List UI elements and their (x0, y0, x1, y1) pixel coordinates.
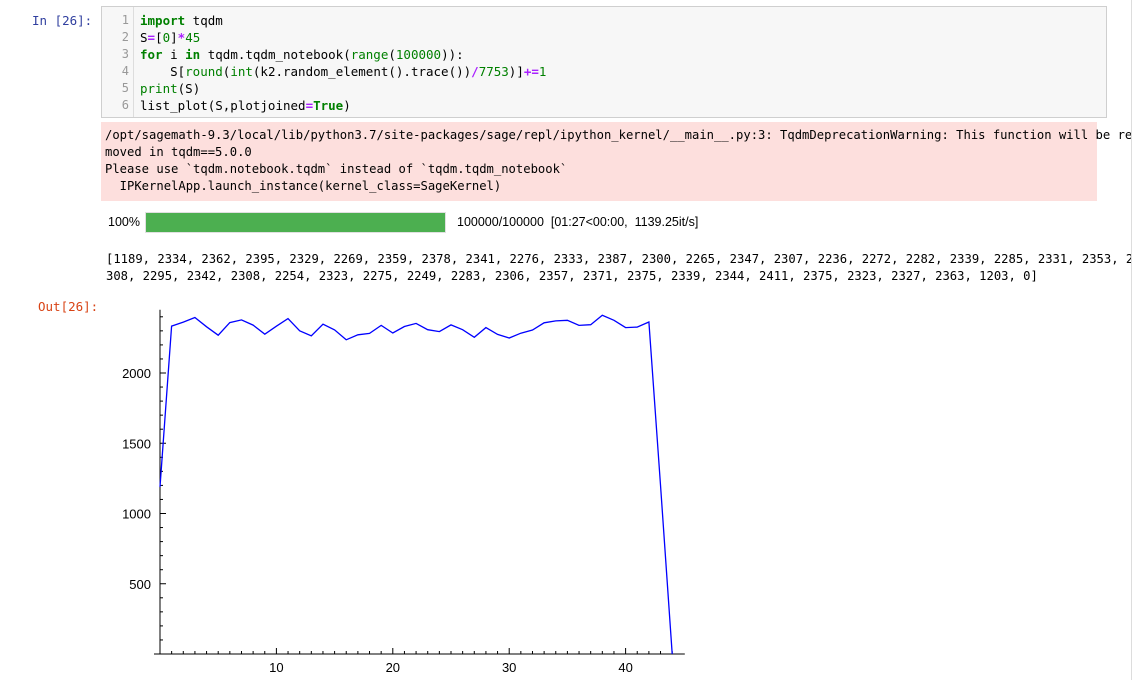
stdout-line: 308, 2295, 2342, 2308, 2254, 2323, 2275,… (106, 269, 1038, 283)
stderr-line: /opt/sagemath-9.3/local/lib/python3.7/si… (105, 128, 1132, 142)
line-number: 4 (121, 64, 129, 78)
list-plot: 500 1000 1500 2000 10 20 30 40 (122, 309, 685, 675)
code-text[interactable]: import tqdm S=[0]*45 for i in tqdm.tqdm_… (140, 12, 546, 114)
code-line-1: import tqdm (140, 13, 223, 28)
x-tick-label: 40 (618, 660, 632, 675)
tqdm-progress: 100% 100000/100000 [01:27<00:00, 1139.25… (101, 212, 801, 234)
data-series-line (159, 314, 673, 655)
stderr-line: IPKernelApp.launch_instance(kernel_class… (105, 179, 502, 193)
line-number: 1 (121, 13, 129, 27)
stderr-line: Please use `tqdm.notebook.tqdm` instead … (105, 162, 568, 176)
code-line-4: S[round(int(k2.random_element().trace())… (140, 64, 547, 79)
input-prompt: In [26]: (32, 13, 93, 28)
line-number: 3 (121, 47, 129, 61)
y-tick-label: 2000 (122, 366, 151, 381)
y-tick-label: 1000 (122, 507, 151, 522)
code-cell-editor[interactable]: 1 2 3 4 5 6 import tqdm S=[0]*45 for i i… (101, 6, 1107, 118)
x-tick-label: 10 (269, 660, 283, 675)
line-number: 5 (121, 81, 129, 95)
code-line-3: for i in tqdm.tqdm_notebook(range(100000… (140, 47, 464, 62)
line-number: 2 (121, 30, 129, 44)
progress-bar-fill (146, 213, 445, 232)
line-number-gutter: 1 2 3 4 5 6 (102, 7, 134, 117)
stdout-line: [1189, 2334, 2362, 2395, 2329, 2269, 235… (106, 252, 1132, 266)
line-number: 6 (121, 98, 129, 112)
progress-bar (145, 212, 446, 233)
progress-stats: 100000/100000 [01:27<00:00, 1139.25it/s] (457, 215, 699, 229)
code-line-2: S=[0]*45 (140, 30, 201, 45)
y-tick-label: 1500 (122, 436, 151, 451)
code-line-5: print(S) (140, 81, 201, 96)
stdout-output: [1189, 2334, 2362, 2395, 2329, 2269, 235… (106, 251, 1132, 285)
x-tick-label: 30 (502, 660, 516, 675)
output-prompt: Out[26]: (38, 299, 99, 314)
y-tick-label: 500 (129, 577, 151, 592)
code-line-6: list_plot(S,plotjoined=True) (140, 98, 351, 113)
x-tick-label: 20 (386, 660, 400, 675)
progress-percent: 100% (108, 215, 140, 229)
stderr-output: /opt/sagemath-9.3/local/lib/python3.7/si… (101, 122, 1132, 201)
stderr-line: moved in tqdm==5.0.0 (105, 145, 252, 159)
